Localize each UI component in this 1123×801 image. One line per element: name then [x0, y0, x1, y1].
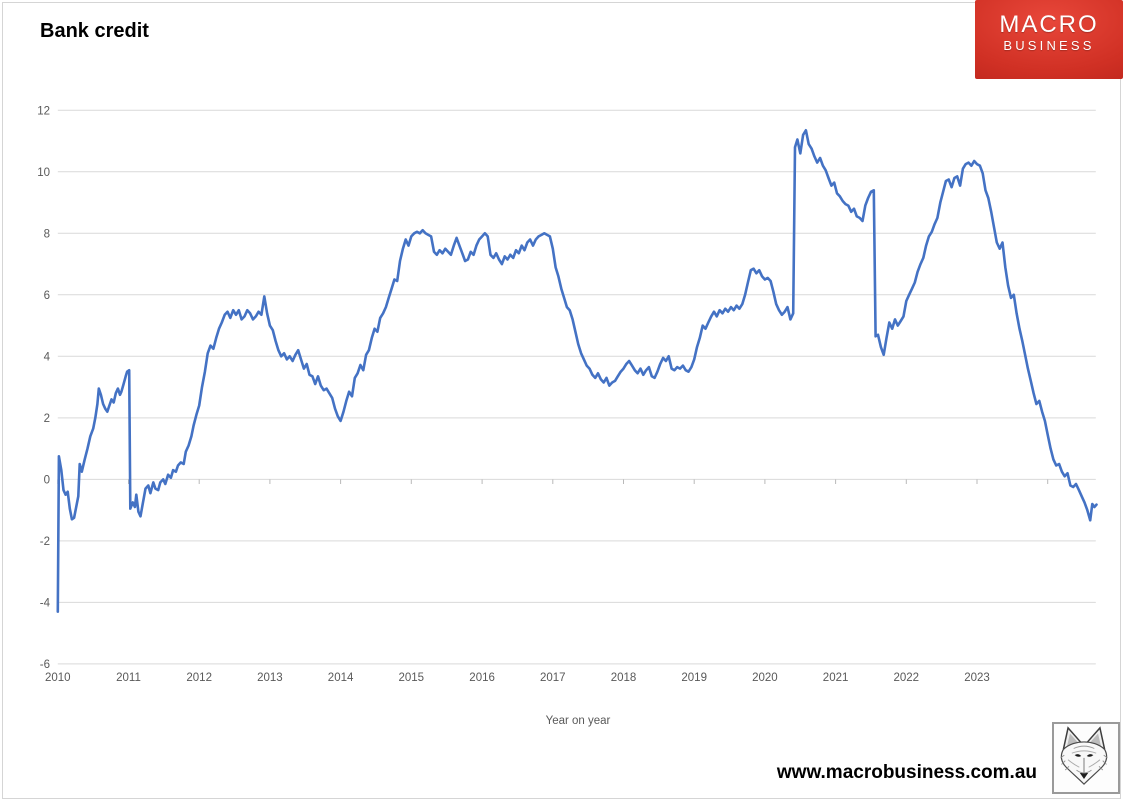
y-tick-label: 8	[44, 228, 50, 240]
gridlines	[57, 109, 1096, 665]
y-tick-label: 4	[44, 351, 51, 363]
x-tick-label: 2010	[45, 672, 71, 684]
page-title: Bank credit	[40, 20, 149, 42]
y-tick-label: -4	[40, 597, 51, 609]
y-tick-label: -2	[40, 536, 50, 548]
y-tick-label: 10	[37, 167, 50, 179]
fox-sketch-icon	[1060, 726, 1108, 785]
x-tick-label: 2012	[186, 672, 212, 684]
y-tick-label: 2	[44, 413, 50, 425]
y-tick-label: 12	[37, 105, 50, 117]
x-tick-label: 2023	[964, 672, 990, 684]
x-tick-label: 2013	[257, 672, 283, 684]
x-tick-label: 2020	[752, 672, 778, 684]
x-tick-label: 2017	[540, 672, 566, 684]
x-axis-title: Year on year	[545, 715, 611, 727]
y-tick-label: 0	[44, 474, 50, 486]
fox-logo	[1052, 722, 1120, 794]
macrobusiness-logo[interactable]: MACRO BUSINESS	[975, 0, 1123, 79]
x-tick-label: 2021	[823, 672, 849, 684]
y-tick-label: -6	[40, 659, 50, 671]
x-tick-label: 2019	[681, 672, 707, 684]
y-axis-tick-labels: 12 10 8 6 4 2 0 -2 -4 -6	[37, 105, 50, 671]
x-tick-label: 2018	[611, 672, 637, 684]
logo-text-business: BUSINESS	[1003, 38, 1095, 54]
x-tick-label: 2016	[469, 672, 495, 684]
website-url[interactable]: www.macrobusiness.com.au	[776, 762, 1037, 783]
x-tick-label: 2014	[328, 672, 354, 684]
x-tick-label: 2011	[116, 672, 141, 684]
bank-credit-series-line	[56, 129, 1098, 613]
zero-axis-ticks	[57, 479, 1049, 484]
x-tick-label: 2015	[399, 672, 425, 684]
logo-text-macro: MACRO	[999, 11, 1099, 38]
x-axis-tick-labels: 2010 2011 2012 2013 2014 2015 2016 2017 2018 2019…	[45, 672, 990, 684]
x-tick-label: 2022	[894, 672, 920, 684]
y-tick-label: 6	[44, 290, 50, 302]
